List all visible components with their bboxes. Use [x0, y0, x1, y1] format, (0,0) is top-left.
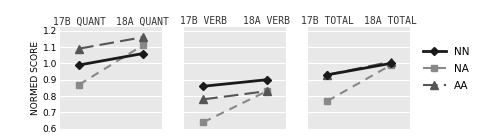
Text: 17B TOTAL: 17B TOTAL	[301, 16, 354, 26]
Text: 18A VERB: 18A VERB	[244, 16, 290, 26]
Text: 17B VERB: 17B VERB	[180, 16, 226, 26]
Legend: NN, NA, AA: NN, NA, AA	[422, 46, 470, 91]
Text: 18A QUANT: 18A QUANT	[116, 16, 169, 26]
Y-axis label: NORMED SCORE: NORMED SCORE	[31, 41, 40, 115]
Text: 18A TOTAL: 18A TOTAL	[364, 16, 418, 26]
Text: 17B QUANT: 17B QUANT	[52, 16, 106, 26]
